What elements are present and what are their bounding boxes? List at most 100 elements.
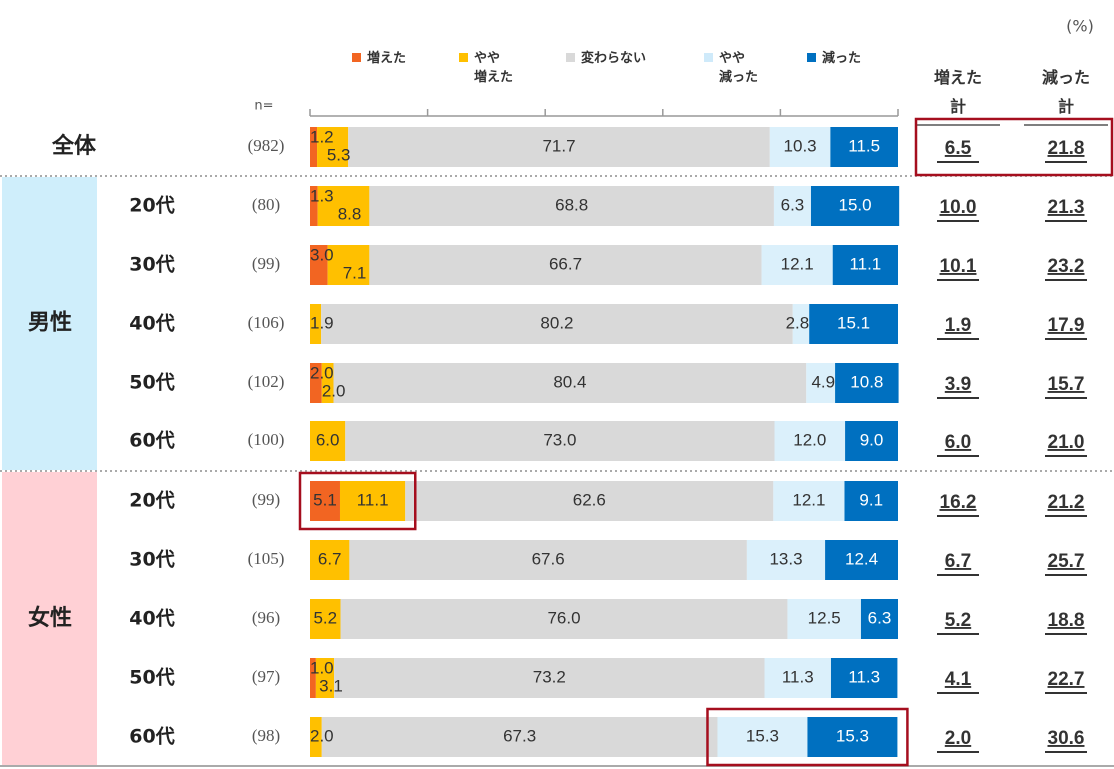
bar-segment [310,186,318,226]
legend-swatch [459,53,468,62]
bar-segment [310,245,328,285]
row-n-label: (102) [248,372,285,391]
bar-segment [334,658,765,698]
row-total-decrease: 22.7 [1048,669,1085,690]
bar-value-label: 12.0 [793,430,826,449]
bar-value-label: 6.3 [781,195,805,214]
bar-value-label: 11.1 [357,490,389,509]
row-total-decrease: 21.3 [1048,197,1085,218]
bar-segment [844,481,898,521]
bar-segment [830,658,898,698]
row-total-increase: 5.2 [945,610,971,631]
row-age-label: 20代 [129,490,174,512]
row-total-increase: 4.1 [945,669,972,690]
row-n-label: (100) [248,430,285,449]
bar-value-label: 2.8 [786,313,810,332]
group-label: 男性 [28,311,72,336]
bar-segment [310,421,346,461]
row-n-label: (96) [252,608,280,627]
bar-value-label: 12.4 [845,549,878,568]
bar-value-label: 10.8 [850,372,883,391]
group-band-1 [2,177,97,470]
bar-value-label: 15.3 [746,726,779,745]
bar-value-label: 12.5 [808,608,841,627]
bar-value-label: 67.3 [503,726,536,745]
bar-value-label: 3.0 [310,245,334,264]
totals-header-increase: 増えた計 [934,68,982,116]
bar-value-label: 80.2 [540,313,573,332]
bar-segment [845,421,898,461]
bar-segment [769,127,831,167]
bar-segment [835,363,899,403]
bar-value-label: 73.2 [533,667,566,686]
row-age-label: 60代 [129,430,174,452]
bar-segment [317,127,349,167]
legend-label: やや減った [719,51,758,85]
bar-value-label: 9.0 [860,430,884,449]
bar-segment [310,363,322,403]
bar-value-label: 2.0 [322,381,346,400]
bar-value-label: 12.1 [781,254,814,273]
bar-segment [832,245,898,285]
bar-value-label: 76.0 [547,608,580,627]
bar-value-label: 15.1 [837,313,870,332]
bar-value-label: 11.5 [848,136,880,155]
bar-value-label: 73.0 [543,430,576,449]
row-total-decrease: 30.6 [1048,728,1085,749]
bar-value-label: 1.9 [310,313,334,332]
bar-segment [310,540,350,580]
row-n-label: (99) [252,490,280,509]
bar-value-label: 5.2 [313,608,337,627]
bar-segment [339,481,406,521]
bar-segment [321,717,718,757]
bar-segment [369,245,762,285]
bar-segment [807,717,898,757]
bar-segment [349,540,747,580]
bar-segment [774,421,846,461]
bar-segment [761,245,833,285]
bar-value-label: 2.0 [310,363,334,382]
bar-value-label: 12.1 [792,490,825,509]
row-n-label: (106) [248,313,285,332]
legend-label: 減った [822,50,861,66]
bar-value-label: 11.3 [782,667,814,686]
row-n-label: (99) [252,254,280,273]
row-age-label: 20代 [129,195,174,217]
bar-segment [764,658,831,698]
bar-segment [809,304,898,344]
group-band-2 [2,472,97,766]
bar-value-label: 1.0 [310,658,334,677]
legend-label: 変わらない [581,50,646,66]
bar-value-label: 67.6 [532,549,565,568]
row-n-label: (98) [252,726,280,745]
bar-value-label: 5.1 [313,490,337,509]
row-total-increase: 3.9 [945,374,971,395]
row-total-increase: 6.7 [945,551,971,572]
legend-label: 増えた [367,50,406,66]
bar-segment [321,304,793,344]
bar-segment [746,540,826,580]
row-age-label: 30代 [129,549,174,571]
bar-value-label: 1.2 [310,127,334,146]
bar-segment [348,127,770,167]
bar-segment [405,481,774,521]
bar-segment [825,540,898,580]
row-total-decrease: 21.8 [1048,138,1085,159]
group-label: 女性 [28,605,72,631]
bar-value-label: 8.8 [338,204,362,223]
highlight-box [914,117,1114,177]
bar-value-label: 6.3 [868,608,892,627]
bar-value-label: 9.1 [859,490,883,509]
row-total-decrease: 18.8 [1048,610,1085,631]
row-total-decrease: 21.0 [1048,432,1085,453]
row-total-increase: 2.0 [945,728,971,749]
bar-value-label: 11.1 [849,254,881,273]
bar-segment [345,421,775,461]
bar-value-label: 11.3 [848,667,880,686]
legend-label: やや増えた [474,51,513,85]
row-total-increase: 6.0 [945,432,971,453]
bar-value-label: 15.3 [836,726,869,745]
bar-segment [310,599,341,639]
row-total-increase: 6.5 [945,138,972,159]
bar-value-label: 2.0 [310,726,334,745]
